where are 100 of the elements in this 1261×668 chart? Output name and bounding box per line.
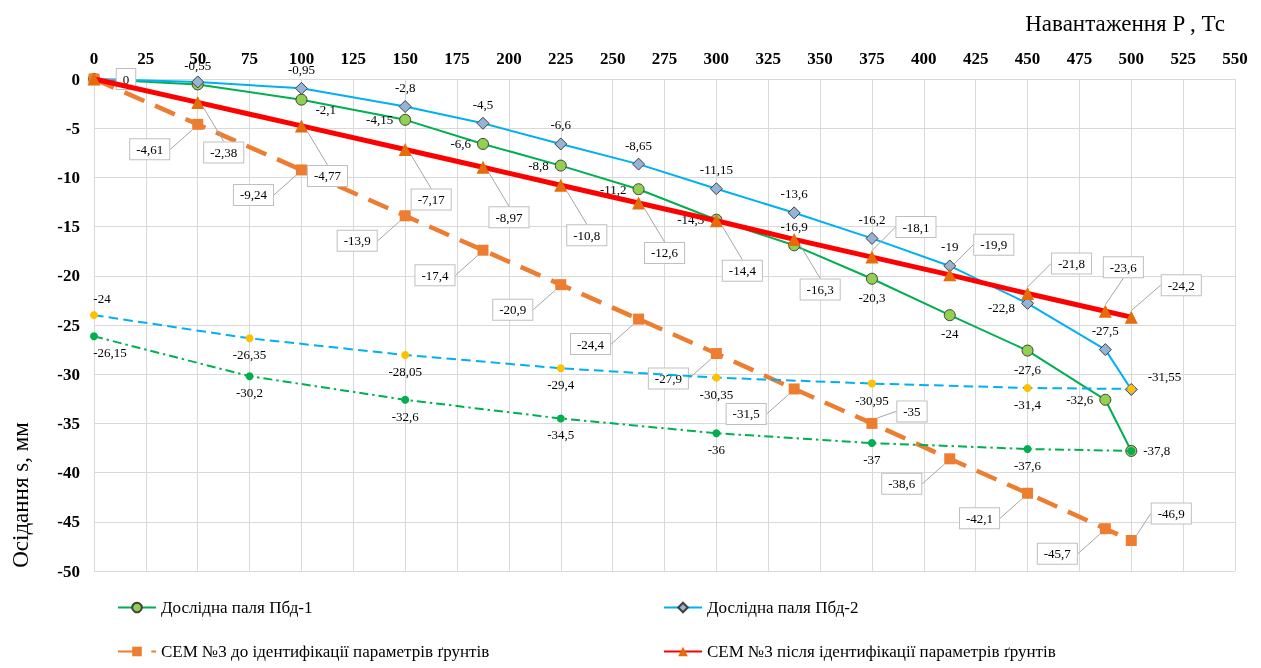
x-tick-label: 450	[1014, 49, 1041, 68]
data-label: -30,95	[855, 392, 889, 408]
x-tick-label: 300	[703, 49, 730, 68]
y-tick-label: 0	[71, 69, 80, 89]
data-label: -6,6	[450, 136, 472, 152]
data-label: -16,2	[858, 211, 886, 227]
data-label: -23,6	[1109, 259, 1138, 275]
data-label: -10,8	[573, 227, 601, 243]
data-label: -8,8	[528, 158, 549, 174]
data-label: -13,6	[780, 186, 809, 202]
data-label: -12,6	[651, 245, 679, 261]
y-tick-label: -25	[57, 315, 80, 335]
data-label: -45,7	[1043, 546, 1072, 562]
data-label: -4,61	[136, 141, 164, 157]
data-label: -46,9	[1157, 506, 1185, 521]
x-tick-label: 325	[755, 49, 781, 68]
data-label: -35	[903, 403, 921, 419]
legend-label: Дослідна паля Пбд-1	[161, 598, 313, 617]
x-tick-label: 350	[807, 49, 833, 68]
data-label: -9,24	[239, 187, 268, 203]
y-tick-label: -40	[57, 463, 80, 483]
y-tick-label: -5	[65, 118, 80, 138]
x-tick-label: 150	[392, 49, 418, 68]
data-label: -8,97	[495, 209, 524, 225]
data-label: -20,3	[858, 289, 886, 305]
legend-label: СЕМ №3 до ідентифікації параметрів ґрунтів	[161, 642, 490, 661]
data-label: -6,6	[550, 117, 572, 133]
data-label: -14,4	[728, 263, 757, 279]
data-label: -30,35	[699, 386, 734, 402]
data-label: -19,9	[980, 237, 1008, 253]
data-label: -21,8	[1058, 256, 1086, 272]
data-label: -24	[941, 326, 959, 342]
data-label: -34,5	[547, 427, 575, 443]
x-tick-label: 75	[241, 49, 259, 68]
x-tick-label: 225	[548, 49, 574, 68]
x-tick-label: 400	[911, 49, 937, 68]
data-label: -36	[707, 442, 726, 458]
y-axis-title: Осідання s, мм	[8, 421, 33, 568]
data-label: 0	[122, 71, 130, 87]
data-label: -31,5	[732, 406, 760, 422]
x-tick-label: 125	[340, 49, 367, 68]
data-label: -4,15	[366, 112, 394, 128]
data-label: -8,65	[625, 137, 653, 153]
y-tick-label: -15	[57, 217, 80, 237]
data-label: -27,6	[1014, 361, 1042, 377]
data-label: -37	[863, 452, 882, 468]
y-tick-label: -35	[57, 413, 80, 433]
y-tick-label: -20	[57, 266, 80, 286]
data-label: -13,9	[343, 233, 371, 249]
data-label: -2,8	[394, 80, 416, 96]
x-axis-title: Навантаження P , Тс	[1025, 11, 1225, 36]
x-tick-label: 200	[496, 49, 522, 68]
data-label: -27,9	[654, 371, 682, 387]
data-label: -4,5	[472, 96, 494, 112]
y-tick-label: -50	[57, 561, 80, 581]
data-label: -7,17	[417, 192, 446, 208]
data-label: -11,2	[599, 181, 627, 197]
data-label: -2,38	[210, 144, 238, 160]
legend-label: Дослідна паля Пбд-2	[707, 598, 859, 617]
data-label: -11,15	[699, 162, 733, 178]
y-tick-label: -45	[57, 512, 80, 532]
data-label: -37,6	[1014, 457, 1042, 473]
data-label: -4,77	[313, 168, 342, 184]
data-label: -37,8	[1143, 443, 1171, 459]
x-tick-label: 500	[1118, 49, 1145, 68]
data-label: -24,4	[577, 336, 605, 352]
data-label: -22,8	[987, 299, 1016, 315]
data-label: -26,35	[232, 347, 267, 363]
data-label: -38,6	[888, 476, 916, 492]
data-label: -24	[93, 291, 112, 307]
data-label: -30,2	[236, 385, 264, 401]
data-label: -31,55	[1147, 368, 1182, 384]
x-tick-label: 425	[962, 49, 989, 68]
data-label: -18,1	[902, 219, 930, 235]
y-tick-label: -10	[57, 167, 80, 187]
data-label: -42,1	[966, 510, 994, 526]
data-label: -19	[941, 239, 959, 255]
data-label: -28,05	[388, 364, 422, 380]
y-tick-label: -30	[57, 364, 80, 384]
data-label: -2,1	[315, 102, 337, 118]
x-tick-label: 475	[1066, 49, 1093, 68]
x-tick-label: 0	[89, 49, 99, 68]
data-label: -17,4	[421, 267, 450, 283]
data-label: -20,9	[499, 302, 527, 318]
x-tick-label: 25	[137, 49, 155, 68]
x-tick-label: 525	[1170, 49, 1196, 68]
legend-label: СЕМ №3 після ідентифікації параметрів ґрунтів	[707, 642, 1056, 661]
x-tick-label: 175	[444, 49, 470, 68]
x-tick-label: 375	[859, 49, 885, 68]
x-tick-label: 250	[599, 49, 626, 68]
x-tick-label: 550	[1222, 49, 1248, 68]
data-label: -24,2	[1167, 277, 1195, 293]
data-label: -16,9	[780, 219, 808, 235]
data-label: -26,15	[93, 345, 127, 361]
data-label: -32,6	[391, 408, 420, 424]
data-label: -32,6	[1066, 392, 1094, 408]
x-tick-label: 275	[651, 49, 678, 68]
data-label: -31,4	[1014, 396, 1042, 412]
data-label: -29,4	[547, 377, 575, 393]
data-label: -27,5	[1091, 323, 1119, 339]
